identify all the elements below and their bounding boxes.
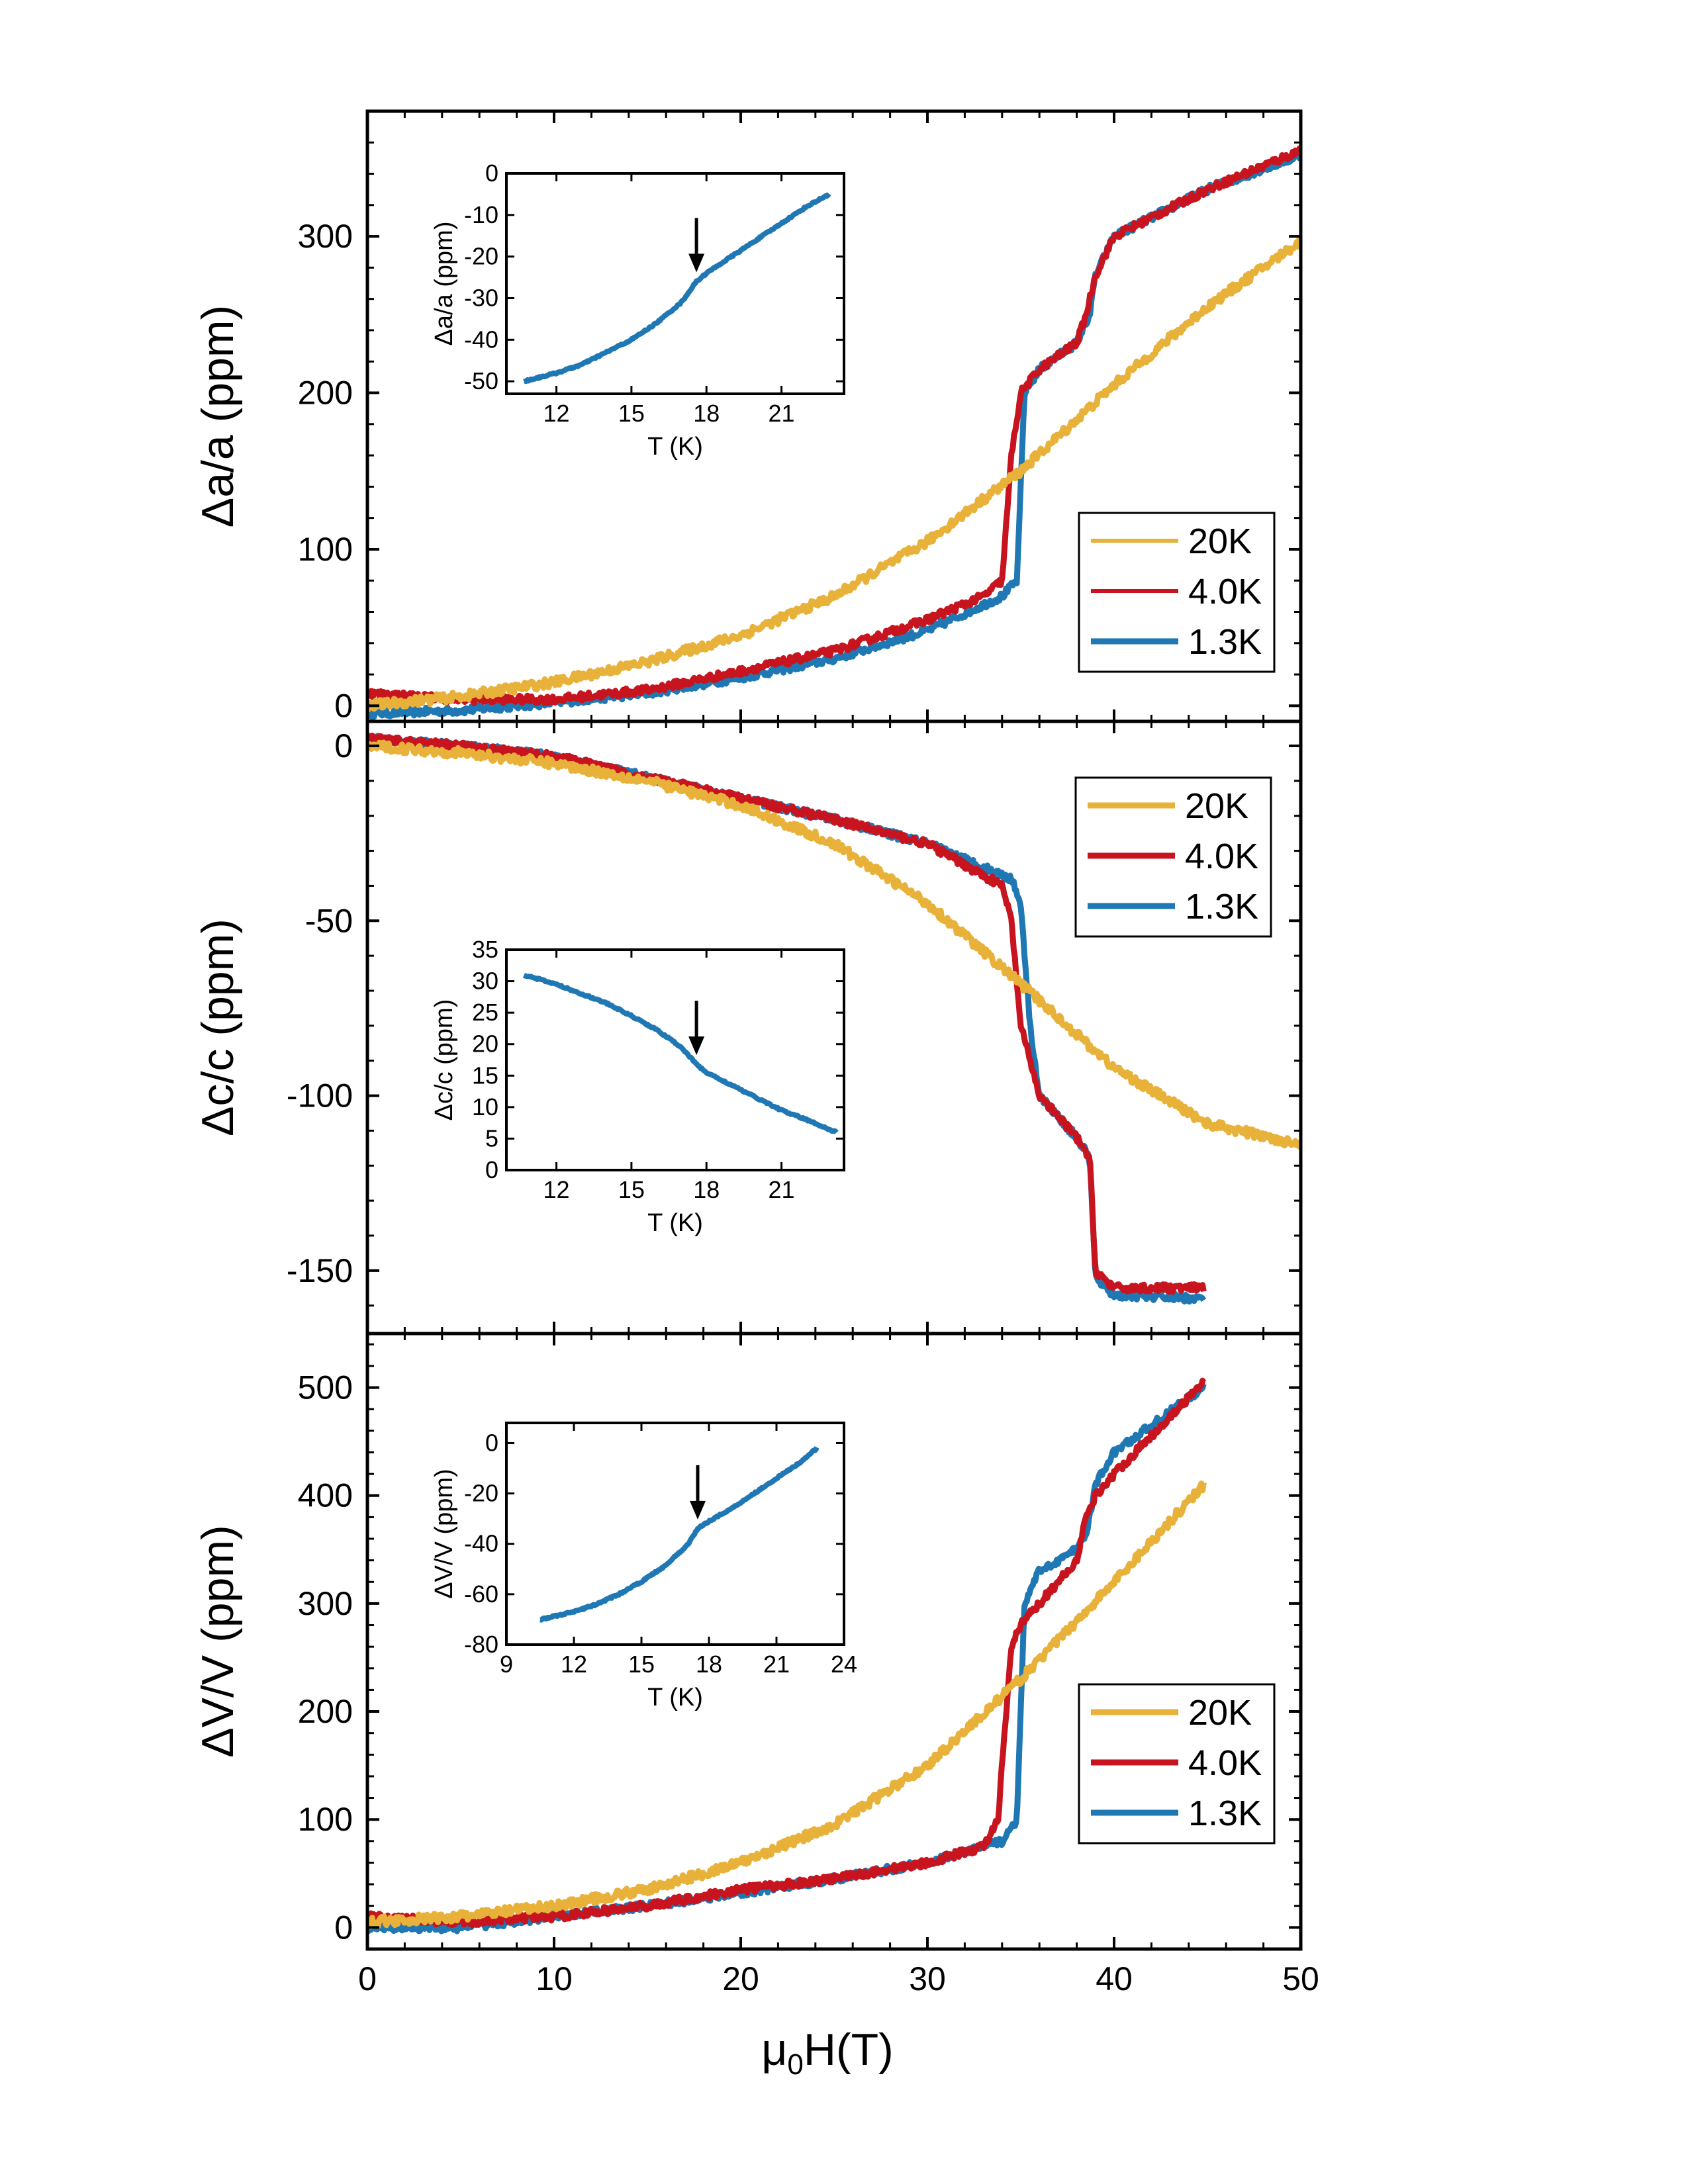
legend-label-4-0k: 4.0K <box>1185 837 1258 876</box>
transition-arrow-head <box>688 253 705 273</box>
panel-middle: 0 -50 -100 -150 Δc/c (ppm) 20K 4.0K 1.3K 12 15 18 2… <box>193 719 1303 1336</box>
inset-y-tick-label: 30 <box>472 968 498 995</box>
series-line-20k <box>367 1480 1207 1930</box>
y-tick-label: 0 <box>334 727 353 764</box>
inset-y-axis-label: ΔV/V (ppm) <box>430 1469 458 1598</box>
legend: 20K 4.0K 1.3K <box>1078 1683 1276 1844</box>
legend-label-4-0k: 4.0K <box>1188 1743 1262 1783</box>
inset-y-axis-label: Δc/c (ppm) <box>430 999 458 1121</box>
inset-y-tick-label: -50 <box>464 367 498 394</box>
inset-series-line <box>522 192 831 385</box>
inset-y-axis-label: Δa/a (ppm) <box>430 222 458 346</box>
inset-y-tick-label: -10 <box>464 201 498 228</box>
legend-label-20k: 20K <box>1188 1693 1252 1733</box>
inset-x-tick-label: 24 <box>831 1651 857 1678</box>
inset-x-axis-label: T (K) <box>647 1684 703 1711</box>
x-tick-label: 30 <box>909 1960 946 1997</box>
inset-frame <box>505 948 845 1171</box>
x-tick-label: 40 <box>1096 1960 1133 1997</box>
y-axis-label: Δc/c (ppm) <box>193 919 243 1136</box>
series-line-4-0k <box>367 733 1207 1295</box>
inset-background <box>506 1423 844 1645</box>
legend-label-20k: 20K <box>1188 522 1252 561</box>
series-line-20k <box>367 739 1301 1150</box>
x-tick-label: 10 <box>536 1960 573 1997</box>
y-tick-label: 100 <box>298 1801 353 1838</box>
y-tick-label: 200 <box>298 1693 353 1730</box>
legend: 20K 4.0K 1.3K <box>1074 776 1272 938</box>
inset-y-tick-label: 25 <box>472 999 498 1026</box>
y-axis-label: Δa/a (ppm) <box>193 305 243 527</box>
inset-y-tick-label: -20 <box>464 1480 498 1507</box>
inset-x-axis-label: T (K) <box>647 433 703 461</box>
inset-x-tick-label: 18 <box>693 400 720 427</box>
inset-top: 12 15 18 21 0 -10 -20 -30 -40 -50 T (K) Δa/a (ppm) <box>430 159 845 461</box>
inset-x-tick-label: 12 <box>543 1176 570 1203</box>
inset-y-tick-label: 15 <box>472 1062 498 1089</box>
y-tick-label: 200 <box>298 375 353 412</box>
inset-x-tick-label: 21 <box>769 1176 795 1203</box>
inset-x-tick-label: 12 <box>543 400 570 427</box>
y-tick-label: -50 <box>305 902 353 939</box>
inset-y-tick-label: -40 <box>464 1530 498 1557</box>
inset-series-line <box>522 973 839 1134</box>
inset-background <box>506 173 844 394</box>
inset-x-tick-label: 15 <box>618 1176 645 1203</box>
x-tick-label: 50 <box>1282 1960 1319 1997</box>
y-tick-label: 300 <box>298 1585 353 1622</box>
inset-x-tick-label: 21 <box>769 400 795 427</box>
plot-frame <box>365 1332 1303 1951</box>
transition-arrow-head <box>688 1036 705 1056</box>
inset-frame <box>505 1422 845 1646</box>
legend-label-20k: 20K <box>1185 786 1248 826</box>
y-tick-label: 0 <box>334 1909 353 1946</box>
inset-x-tick-label: 21 <box>763 1651 790 1678</box>
inset-y-tick-label: 0 <box>485 1429 498 1456</box>
x-tick-label: 0 <box>358 1960 377 1997</box>
x-tick-label: 20 <box>722 1960 759 1997</box>
y-tick-label: -150 <box>287 1252 353 1289</box>
inset-series-line <box>538 1446 820 1623</box>
y-tick-label: 400 <box>298 1477 353 1514</box>
inset-bottom: 9 12 15 18 21 24 0 -20 -40 -60 -80 T (K) ΔV/V (ppm) <box>430 1422 857 1711</box>
x-axis-label: μ0H(T) <box>761 2025 894 2081</box>
inset-y-tick-label: -60 <box>464 1580 498 1608</box>
series-line-4-0k <box>367 145 1301 707</box>
inset-y-tick-label: -80 <box>464 1631 498 1658</box>
legend-label-1-3k: 1.3K <box>1185 887 1258 927</box>
inset-x-tick-label: 18 <box>696 1651 722 1678</box>
inset-y-tick-label: 35 <box>472 936 498 963</box>
legend-label-1-3k: 1.3K <box>1188 1794 1262 1833</box>
inset-y-tick-label: -40 <box>464 326 498 353</box>
legend: 20K 4.0K 1.3K <box>1078 512 1276 673</box>
y-tick-label: 0 <box>334 687 353 724</box>
y-tick-label: 300 <box>298 218 353 255</box>
inset-x-tick-label: 15 <box>618 400 645 427</box>
inset-y-tick-label: 5 <box>485 1124 498 1152</box>
inset-x-tick-label: 18 <box>693 1176 720 1203</box>
inset-y-tick-label: -20 <box>464 243 498 270</box>
inset-y-tick-label: 10 <box>472 1093 498 1120</box>
y-tick-label: 500 <box>298 1369 353 1406</box>
inset-x-tick-label: 9 <box>500 1651 513 1678</box>
inset-y-tick-label: -30 <box>464 284 498 311</box>
inset-y-tick-label: 20 <box>472 1030 498 1058</box>
legend-label-1-3k: 1.3K <box>1188 622 1262 662</box>
panel-top: 0 100 200 300 Δa/a (ppm) 20K 4.0K 1.3K 12 15 18 21 0… <box>193 109 1303 724</box>
inset-x-axis-label: T (K) <box>647 1209 703 1237</box>
inset-y-tick-label: 0 <box>485 1156 498 1183</box>
y-tick-label: -100 <box>287 1077 353 1115</box>
inset-x-tick-label: 12 <box>561 1651 587 1678</box>
series-line-20k <box>367 235 1301 713</box>
inset-x-tick-label: 15 <box>628 1651 655 1678</box>
y-axis-label: ΔV/V (ppm) <box>193 1525 243 1758</box>
y-tick-label: 100 <box>298 531 353 568</box>
legend-label-4-0k: 4.0K <box>1188 572 1262 612</box>
inset-frame <box>505 172 845 395</box>
inset-middle: 12 15 18 21 0 5 10 15 20 25 30 35 T (K) Δc/c (ppm) <box>430 936 845 1237</box>
panel-bottom: 0 100 200 300 400 500 0 10 20 30 40 50 ΔV/V (ppm) 20K… <box>193 1332 1319 1997</box>
inset-y-tick-label: 0 <box>485 159 498 187</box>
transition-arrow-head <box>690 1500 706 1520</box>
